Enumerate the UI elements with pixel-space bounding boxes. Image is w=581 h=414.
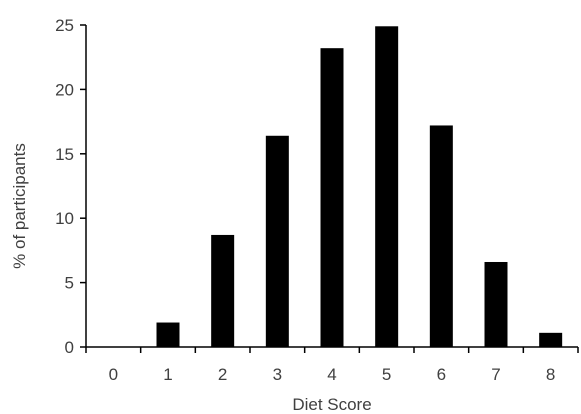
y-tick-label: 5 [65, 274, 74, 293]
bar-4 [320, 48, 344, 348]
x-tick-label: 8 [546, 365, 555, 384]
bar-5 [375, 26, 399, 348]
x-tick-label: 3 [273, 365, 282, 384]
y-tick-label: 0 [65, 338, 74, 357]
x-tick-label: 1 [163, 365, 172, 384]
x-tick-label: 4 [327, 365, 336, 384]
bar-8 [539, 332, 563, 347]
bar-6 [429, 125, 453, 348]
y-axis-title: % of participants [10, 143, 29, 269]
bar-7 [484, 261, 508, 347]
bar-2 [211, 234, 235, 347]
bar-3 [265, 135, 289, 347]
y-tick-label: 15 [55, 145, 74, 164]
y-tick-label: 10 [55, 209, 74, 228]
x-tick-label: 7 [491, 365, 500, 384]
x-tick-label: 2 [218, 365, 227, 384]
bar-1 [156, 322, 180, 347]
x-tick-label: 5 [382, 365, 391, 384]
y-tick-label: 20 [55, 80, 74, 99]
x-tick-label: 0 [109, 365, 118, 384]
bars-group [156, 26, 563, 348]
axes-group [85, 25, 578, 348]
x-tick-label: 6 [437, 365, 446, 384]
y-tick-label: 25 [55, 16, 74, 35]
x-ticks-group: 0 1 2 3 4 5 6 7 8 [85, 347, 579, 384]
x-axis-title: Diet Score [292, 395, 371, 414]
y-ticks-group: 0 5 10 15 20 25 [55, 16, 86, 357]
